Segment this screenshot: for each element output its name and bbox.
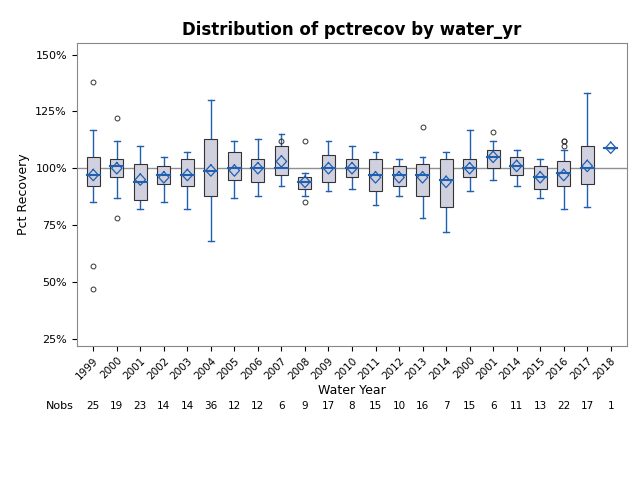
Y-axis label: Pct Recovery: Pct Recovery	[17, 154, 30, 235]
Bar	[580, 145, 594, 184]
Text: 8: 8	[349, 401, 355, 410]
Text: 36: 36	[204, 401, 218, 410]
Text: 11: 11	[510, 401, 524, 410]
Bar	[346, 159, 358, 177]
Text: 25: 25	[86, 401, 100, 410]
Text: 15: 15	[369, 401, 382, 410]
Text: 7: 7	[443, 401, 449, 410]
Bar	[534, 166, 547, 189]
Text: 6: 6	[278, 401, 285, 410]
Text: 9: 9	[301, 401, 308, 410]
Text: 14: 14	[180, 401, 194, 410]
Text: 12: 12	[252, 401, 264, 410]
Text: 1: 1	[607, 401, 614, 410]
Bar	[157, 166, 170, 184]
Bar	[134, 164, 147, 200]
Text: 16: 16	[416, 401, 429, 410]
Bar	[463, 159, 476, 177]
Bar	[204, 139, 218, 195]
Text: Nobs: Nobs	[45, 401, 74, 410]
Bar	[440, 159, 452, 207]
Bar	[181, 159, 194, 186]
Text: 10: 10	[392, 401, 406, 410]
Bar	[416, 164, 429, 195]
Bar	[275, 145, 288, 175]
Text: 23: 23	[134, 401, 147, 410]
Text: 6: 6	[490, 401, 497, 410]
Text: 19: 19	[110, 401, 124, 410]
Bar	[322, 155, 335, 182]
Text: 12: 12	[228, 401, 241, 410]
Text: 13: 13	[534, 401, 547, 410]
Bar	[557, 161, 570, 186]
Text: 17: 17	[322, 401, 335, 410]
Bar	[298, 177, 312, 189]
Bar	[369, 159, 382, 191]
Text: 14: 14	[157, 401, 170, 410]
Title: Distribution of pctrecov by water_yr: Distribution of pctrecov by water_yr	[182, 21, 522, 39]
Text: 15: 15	[463, 401, 476, 410]
Text: 17: 17	[580, 401, 594, 410]
Bar	[87, 157, 100, 186]
X-axis label: Water Year: Water Year	[318, 384, 386, 397]
Bar	[392, 166, 406, 186]
Bar	[228, 152, 241, 180]
Bar	[110, 159, 124, 177]
Bar	[486, 150, 500, 168]
Bar	[510, 157, 523, 175]
Text: 22: 22	[557, 401, 570, 410]
Bar	[252, 159, 264, 182]
